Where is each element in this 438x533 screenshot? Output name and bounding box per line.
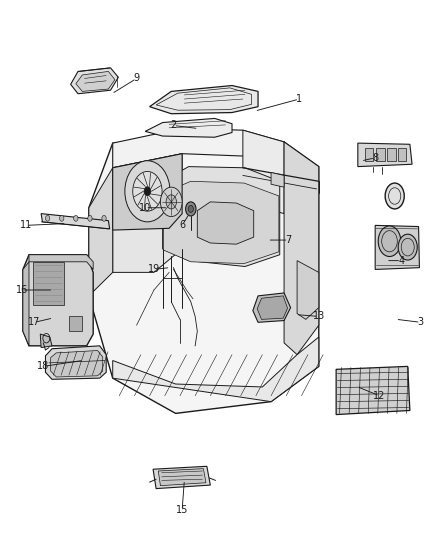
Circle shape	[88, 215, 92, 221]
Text: 17: 17	[28, 317, 41, 327]
Polygon shape	[89, 168, 113, 296]
Polygon shape	[40, 334, 52, 348]
Polygon shape	[29, 255, 93, 270]
Polygon shape	[271, 173, 284, 187]
Polygon shape	[297, 261, 319, 319]
Text: 3: 3	[418, 317, 424, 327]
Polygon shape	[365, 148, 374, 161]
Text: 1: 1	[296, 94, 302, 104]
Text: 13: 13	[313, 311, 325, 321]
Polygon shape	[71, 68, 118, 94]
Text: 15: 15	[176, 505, 188, 515]
Polygon shape	[113, 128, 284, 168]
Polygon shape	[243, 130, 284, 214]
Text: 2: 2	[170, 120, 177, 131]
Polygon shape	[69, 317, 82, 331]
Circle shape	[160, 187, 182, 216]
Text: 4: 4	[398, 256, 404, 265]
Circle shape	[378, 226, 401, 256]
Polygon shape	[253, 293, 290, 322]
Circle shape	[186, 202, 196, 216]
Polygon shape	[387, 148, 396, 161]
Polygon shape	[113, 337, 319, 402]
Polygon shape	[41, 214, 110, 229]
Polygon shape	[33, 262, 64, 305]
Polygon shape	[23, 262, 29, 346]
Polygon shape	[23, 255, 93, 346]
Text: 6: 6	[179, 220, 185, 230]
Circle shape	[398, 234, 417, 260]
Polygon shape	[51, 351, 103, 377]
Circle shape	[188, 205, 194, 213]
Polygon shape	[162, 167, 280, 266]
Circle shape	[166, 195, 177, 209]
Polygon shape	[145, 118, 232, 137]
Circle shape	[144, 187, 151, 196]
Polygon shape	[284, 142, 319, 354]
Text: 9: 9	[134, 74, 140, 84]
Circle shape	[46, 215, 50, 221]
Polygon shape	[46, 346, 106, 379]
Polygon shape	[89, 142, 319, 414]
Circle shape	[133, 172, 162, 211]
Polygon shape	[398, 148, 406, 161]
Circle shape	[385, 183, 404, 209]
Polygon shape	[113, 154, 182, 230]
Circle shape	[74, 215, 78, 221]
Text: 18: 18	[37, 361, 49, 372]
Text: 19: 19	[148, 264, 160, 274]
Text: 11: 11	[20, 220, 32, 230]
Text: 10: 10	[139, 203, 152, 213]
Polygon shape	[113, 154, 182, 272]
Polygon shape	[163, 181, 279, 263]
Polygon shape	[197, 202, 254, 244]
Circle shape	[125, 161, 170, 222]
Polygon shape	[76, 71, 115, 91]
Text: 12: 12	[373, 391, 386, 401]
Circle shape	[60, 215, 64, 221]
Polygon shape	[158, 469, 206, 486]
Circle shape	[102, 215, 106, 221]
Text: 8: 8	[372, 153, 378, 163]
Polygon shape	[153, 466, 210, 489]
Polygon shape	[375, 225, 420, 270]
Polygon shape	[150, 85, 258, 114]
Polygon shape	[336, 366, 410, 415]
Polygon shape	[376, 148, 385, 161]
Text: 16: 16	[15, 285, 28, 295]
Polygon shape	[358, 143, 412, 167]
Text: 7: 7	[285, 235, 292, 245]
Polygon shape	[257, 296, 287, 319]
